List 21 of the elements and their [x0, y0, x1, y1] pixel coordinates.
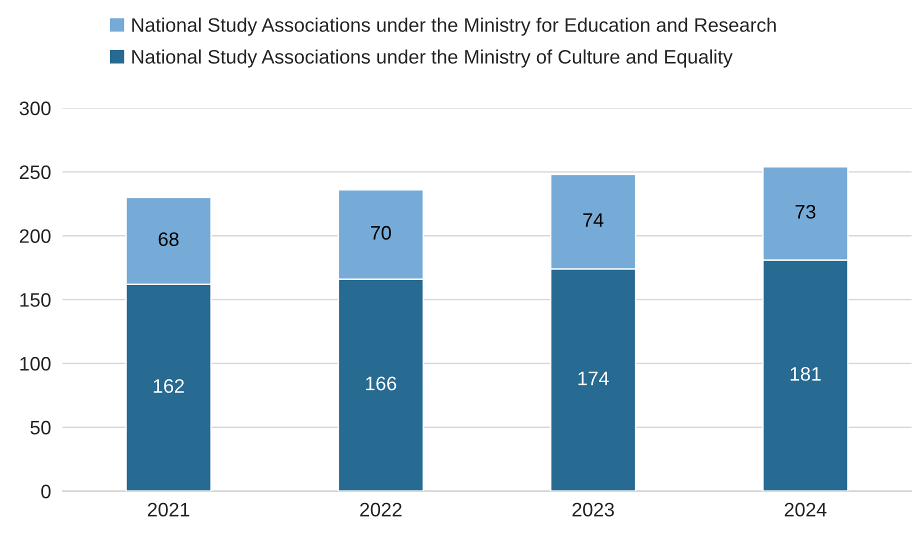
y-tick-label: 300 [20, 102, 51, 116]
y-tick-label: 150 [20, 293, 51, 307]
x-tick-label: 2023 [572, 502, 614, 517]
legend-label: National Study Associations under the Ministry for Education and Research [132, 18, 776, 36]
data-label: 74 [583, 213, 604, 227]
y-tick-label: 50 [30, 420, 51, 435]
data-label: 68 [158, 232, 179, 246]
data-label: 70 [371, 226, 391, 240]
x-tick-label: 2024 [784, 502, 826, 517]
data-label: 174 [578, 372, 609, 386]
y-tick-label: 0 [41, 484, 51, 498]
legend-label: National Study Associations under the Ministry of Culture and Equality [132, 49, 733, 68]
data-label: 73 [796, 204, 816, 219]
y-tick-label: 100 [20, 356, 51, 371]
x-tick-label: 2022 [360, 502, 402, 517]
data-label: 162 [154, 379, 184, 393]
x-tick-label: 2021 [148, 502, 190, 517]
y-tick-label: 250 [20, 165, 51, 180]
data-label: 166 [366, 376, 396, 390]
y-tick-label: 200 [20, 229, 51, 243]
data-label: 181 [790, 367, 821, 381]
